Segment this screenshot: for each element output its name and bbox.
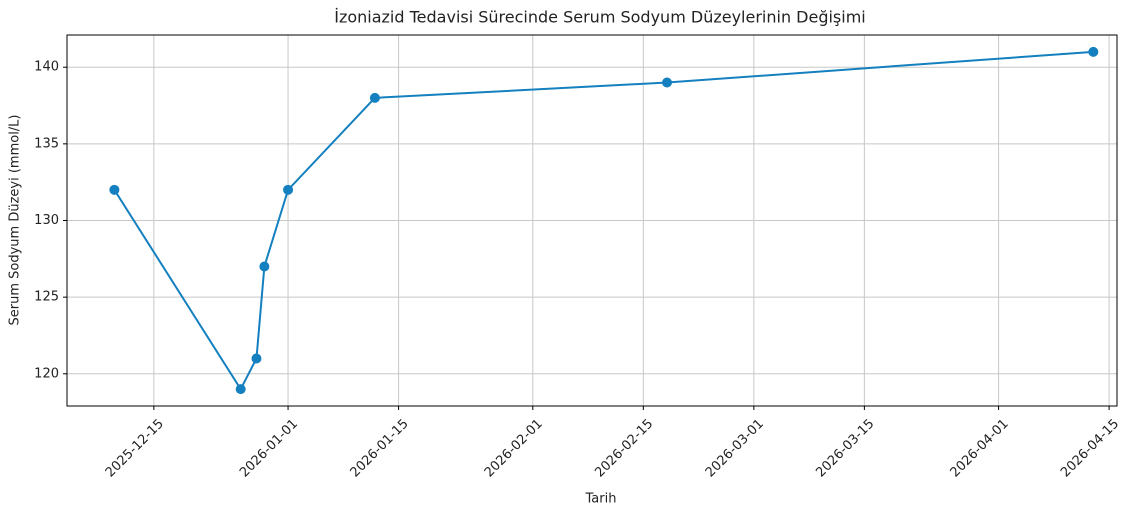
data-point xyxy=(235,384,246,395)
y-tick-label: 130 xyxy=(34,213,59,228)
data-point xyxy=(251,353,262,364)
chart-title: İzoniazid Tedavisi Sürecinde Serum Sodyu… xyxy=(334,8,866,27)
x-tick-label: 2026-01-15 xyxy=(348,416,412,480)
x-axis-label: Tarih xyxy=(585,492,617,507)
plot-frame xyxy=(66,34,1118,407)
data-point xyxy=(1088,46,1099,57)
x-tick-label: 2025-12-15 xyxy=(103,416,167,480)
x-tick-label: 2026-01-01 xyxy=(237,416,301,480)
y-tick-label: 125 xyxy=(34,290,59,305)
x-tick-label: 2026-03-01 xyxy=(703,416,767,480)
x-tick-label: 2026-04-15 xyxy=(1058,416,1122,480)
data-point xyxy=(662,77,672,88)
data-point xyxy=(283,184,294,195)
x-tick-label: 2026-02-15 xyxy=(592,416,656,480)
data-point xyxy=(259,261,270,272)
data-point xyxy=(369,92,380,103)
data-line xyxy=(113,50,1094,392)
y-tick-label: 140 xyxy=(34,60,59,75)
x-tick-label: 2026-02-01 xyxy=(482,416,546,480)
y-tick-label: 135 xyxy=(34,136,59,151)
y-axis-label: Serum Sodyum Düzeyi (mmol/L) xyxy=(8,115,23,326)
data-point xyxy=(109,184,120,195)
x-tick-label: 2026-04-01 xyxy=(948,416,1012,480)
y-tick-label: 120 xyxy=(34,366,59,381)
x-tick-label: 2026-03-15 xyxy=(813,416,877,480)
